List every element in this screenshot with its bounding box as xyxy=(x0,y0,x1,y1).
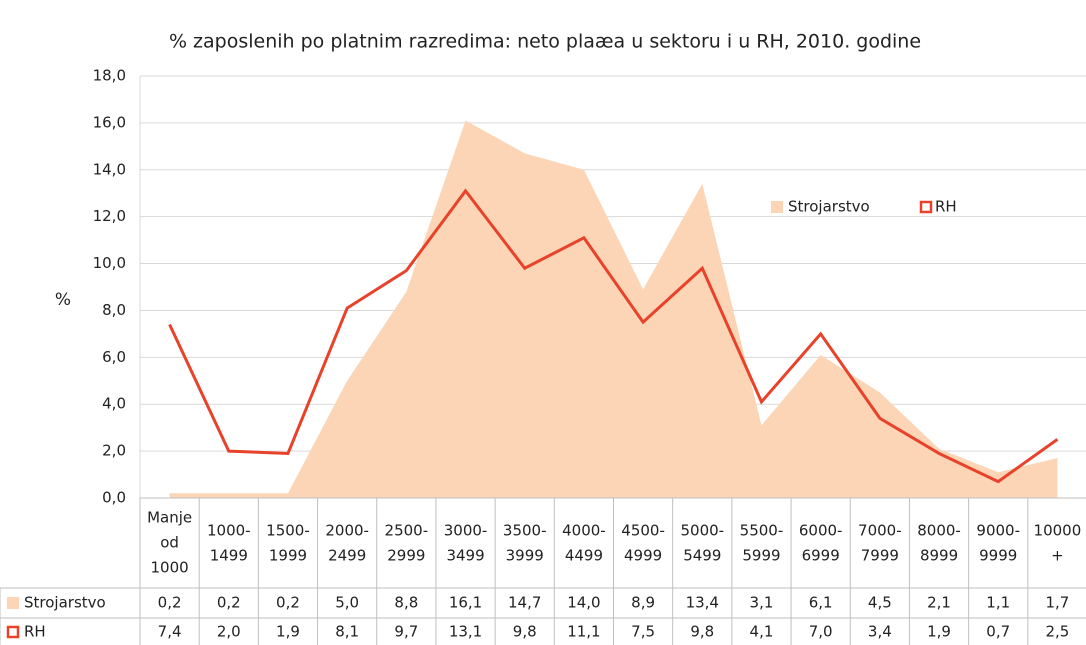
y-tick-label: 0,0 xyxy=(102,489,126,507)
chart-title: % zaposlenih po platnim razredima: neto … xyxy=(169,31,921,53)
table-value: 9,8 xyxy=(690,623,714,641)
table-value: 0,2 xyxy=(276,594,300,612)
x-tick-label: 7000- xyxy=(858,522,902,540)
x-tick-label: 5499 xyxy=(683,547,721,565)
table-value: 1,9 xyxy=(927,623,951,641)
x-tick-label: 8999 xyxy=(920,547,958,565)
table-value: 0,2 xyxy=(217,594,241,612)
x-tick-label: 5999 xyxy=(742,547,780,565)
x-tick-label: 9999 xyxy=(979,547,1017,565)
legend-label: RH xyxy=(935,198,957,216)
x-tick-label: 2000- xyxy=(325,522,369,540)
x-tick-label: 5000- xyxy=(680,522,724,540)
x-tick-label: Manje xyxy=(147,509,192,527)
table-value: 14,7 xyxy=(508,594,541,612)
y-tick-label: 4,0 xyxy=(102,395,126,413)
y-tick-label: 10,0 xyxy=(93,254,126,272)
x-tick-label: 1499 xyxy=(210,547,248,565)
table-row-label: RH xyxy=(24,623,46,641)
y-tick-label: 12,0 xyxy=(93,207,126,225)
table-value: 8,1 xyxy=(335,623,359,641)
table-value: 9,7 xyxy=(394,623,418,641)
legend-swatch xyxy=(6,625,20,639)
table-value: 16,1 xyxy=(449,594,482,612)
x-tick-label: 8000- xyxy=(917,522,961,540)
legend-swatch xyxy=(7,597,19,609)
table-value: 13,4 xyxy=(686,594,719,612)
x-tick-label: 2999 xyxy=(387,547,425,565)
table-value: 14,0 xyxy=(567,594,600,612)
x-tick-label: 4000- xyxy=(562,522,606,540)
x-tick-label: 3999 xyxy=(506,547,544,565)
x-tick-label: 6999 xyxy=(802,547,840,565)
table-row-label: Strojarstvo xyxy=(24,594,106,612)
x-tick-label: 10000 xyxy=(1034,522,1082,540)
x-tick-label: 9000- xyxy=(976,522,1020,540)
table-value: 11,1 xyxy=(567,623,600,641)
table-value: 8,8 xyxy=(394,594,418,612)
x-tick-label: 3499 xyxy=(446,547,484,565)
x-tick-label: 2500- xyxy=(385,522,429,540)
legend-swatch xyxy=(919,200,933,214)
y-tick-label: 2,0 xyxy=(102,442,126,460)
x-tick-label: od xyxy=(160,534,179,552)
x-tick-label: 5500- xyxy=(740,522,784,540)
x-tick-label: 7999 xyxy=(861,547,899,565)
table-value: 8,9 xyxy=(631,594,655,612)
x-tick-label: 4500- xyxy=(621,522,665,540)
table-value: 2,0 xyxy=(217,623,241,641)
y-tick-label: 16,0 xyxy=(93,113,126,131)
legend-swatch xyxy=(771,201,783,213)
y-tick-label: 6,0 xyxy=(102,348,126,366)
x-tick-label: 4499 xyxy=(565,547,603,565)
x-tick-label: 1999 xyxy=(269,547,307,565)
line xyxy=(168,188,1059,484)
table-value: 5,0 xyxy=(335,594,359,612)
y-tick-label: 14,0 xyxy=(93,160,126,178)
table-value: 7,0 xyxy=(809,623,833,641)
table-value: 0,2 xyxy=(158,594,182,612)
y-tick-label: 18,0 xyxy=(93,67,126,85)
table-value: 4,5 xyxy=(868,594,892,612)
x-tick-label: 2499 xyxy=(328,547,366,565)
x-tick-label: 1500- xyxy=(266,522,310,540)
table-value: 1,1 xyxy=(986,594,1010,612)
x-tick-label: 3000- xyxy=(444,522,488,540)
legend-label: Strojarstvo xyxy=(788,198,870,216)
y-axis-label: % xyxy=(55,290,71,310)
x-tick-label: 4999 xyxy=(624,547,662,565)
table-value: 1,7 xyxy=(1045,594,1069,612)
x-tick-label: 3500- xyxy=(503,522,547,540)
table-value: 7,5 xyxy=(631,623,655,641)
x-tick-label: 6000- xyxy=(799,522,843,540)
table-value: 4,1 xyxy=(750,623,774,641)
table-value: 3,4 xyxy=(868,623,892,641)
x-tick-label: 1000 xyxy=(151,559,189,577)
x-tick-label: 1000- xyxy=(207,522,251,540)
table-value: 2,1 xyxy=(927,594,951,612)
table-value: 7,4 xyxy=(158,623,182,641)
area xyxy=(169,120,1058,499)
table-value: 2,5 xyxy=(1045,623,1069,641)
table-value: 0,7 xyxy=(986,623,1010,641)
table-value: 13,1 xyxy=(449,623,482,641)
table-value: 9,8 xyxy=(513,623,537,641)
table-value: 6,1 xyxy=(809,594,833,612)
table-value: 1,9 xyxy=(276,623,300,641)
x-tick-label: + xyxy=(1051,547,1064,565)
y-tick-label: 8,0 xyxy=(102,301,126,319)
table-value: 3,1 xyxy=(750,594,774,612)
